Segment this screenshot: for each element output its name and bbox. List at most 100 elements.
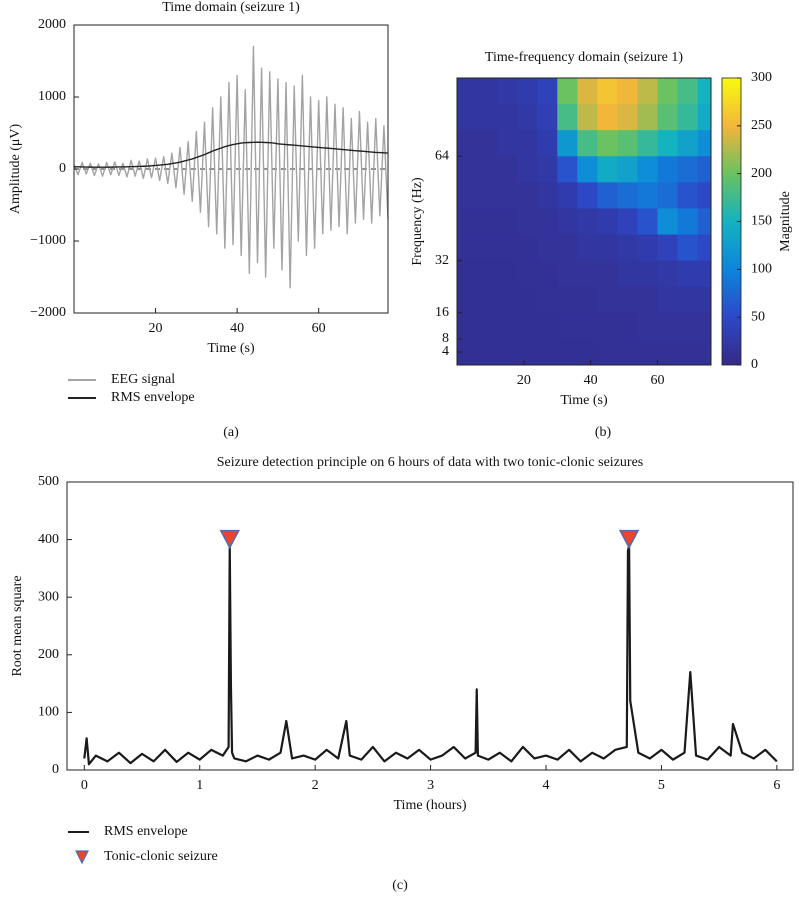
heatmap-cell [637,338,659,365]
x-tick-label: 60 [312,321,326,336]
heatmap-cell [517,208,538,236]
heatmap-cell [517,286,538,314]
heatmap-cell [517,130,538,157]
y-tick-label: 8 [442,331,449,346]
heatmap-cell [597,234,618,262]
heatmap-cell [477,338,498,365]
heatmap-cell [677,104,699,131]
heatmap-cell [617,286,638,314]
heatmap-cell [537,182,558,209]
colorbar-tick-label: 200 [751,166,772,181]
heatmap-cell [597,312,618,340]
heatmap-cell [697,234,711,262]
y-tick-label: 400 [38,532,59,547]
chart-title: Time-frequency domain (seizure 1) [485,50,683,65]
plot-area [457,78,711,365]
heatmap-cell [477,156,498,183]
heatmap-cell [497,156,518,183]
x-tick-label: 2 [312,778,319,793]
heatmap-cell [497,260,518,288]
heatmap-cell [517,78,538,105]
heatmap-cell [517,156,538,183]
y-tick-label: −2000 [30,305,66,320]
x-tick-label: 20 [149,321,163,336]
heatmap-cell [497,182,518,209]
series-line [73,45,389,289]
heatmap-cell [657,208,679,236]
heatmap-cell [697,156,711,183]
heatmap-cell [497,104,518,131]
heatmap-cell [617,130,638,157]
heatmap-cell [537,260,558,288]
x-tick-label: 40 [230,321,244,336]
heatmap-cell [677,234,699,262]
heatmap-cell [637,156,659,183]
y-tick-label: −1000 [30,233,66,248]
heatmap-cell [697,208,711,236]
axes-frame [66,481,794,771]
heatmap-cell [537,338,558,365]
heatmap-cell [537,104,558,131]
heatmap-cell [637,104,659,131]
legend-label: RMS envelope [104,824,188,839]
heatmap-cell [477,130,498,157]
heatmap-cell [677,208,699,236]
heatmap-cell [477,260,498,288]
heatmap-cell [617,338,638,365]
heatmap-cell [577,260,598,288]
panel: Time domain (seizure 1) Time (s) Amplitude… [8,0,389,440]
heatmap-cell [597,286,618,314]
heatmap-cell [557,78,578,105]
heatmap-cell [657,338,679,365]
heatmap-cells [457,78,711,365]
heatmap-cell [537,234,558,262]
heatmap-cell [617,156,638,183]
heatmap-cell [537,208,558,236]
heatmap-cell [597,208,618,236]
heatmap-cell [677,78,699,105]
heatmap-cell [637,286,659,314]
heatmap-cell [597,260,618,288]
heatmap-cell [597,78,618,105]
heatmap-cell [557,234,578,262]
heatmap-cell [517,182,538,209]
x-tick-label: 4 [542,778,549,793]
heatmap-cell [477,208,498,236]
x-axis-label: Time (hours) [394,798,467,813]
heatmap-cell [497,312,518,340]
heatmap-cell [577,286,598,314]
heatmap-cell [517,260,538,288]
colorbar-tick-label: 250 [751,118,772,133]
plot-area [73,45,389,289]
heatmap-cell [637,312,659,340]
heatmap-cell [677,286,699,314]
x-tick-label: 1 [196,778,203,793]
heatmap-cell [637,182,659,209]
heatmap-cell [617,104,638,131]
heatmap-cell [457,156,478,183]
heatmap-cell [457,78,478,105]
heatmap-cell [617,260,638,288]
axes-frame [456,77,712,366]
heatmap-cell [657,234,679,262]
heatmap-cell [617,182,638,209]
heatmap-cell [697,104,711,131]
heatmap-cell [537,156,558,183]
heatmap-cell [477,78,498,105]
heatmap-cell [617,78,638,105]
y-tick-label: 500 [38,474,59,489]
heatmap-cell [637,130,659,157]
heatmap-cell [457,182,478,209]
y-tick-label: 300 [38,589,59,604]
x-axis-label: Time (s) [560,393,608,408]
heatmap-cell [577,208,598,236]
heatmap-cell [697,130,711,157]
heatmap-cell [657,78,679,105]
heatmap-cell [537,130,558,157]
heatmap-cell [557,260,578,288]
heatmap-cell [517,338,538,365]
heatmap-cell [657,260,679,288]
heatmap-cell [517,234,538,262]
heatmap-cell [697,286,711,314]
heatmap-cell [497,234,518,262]
